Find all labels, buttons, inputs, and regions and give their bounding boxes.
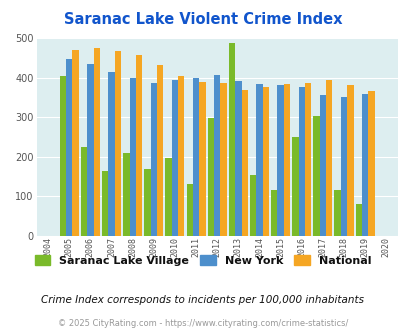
Bar <box>277 85 283 236</box>
Bar <box>199 82 205 236</box>
Bar <box>123 153 129 236</box>
Bar <box>313 115 319 236</box>
Bar <box>234 81 241 236</box>
Bar <box>346 85 353 236</box>
Legend: Saranac Lake Village, New York, National: Saranac Lake Village, New York, National <box>35 255 370 266</box>
Bar <box>102 171 108 236</box>
Bar <box>355 204 361 236</box>
Bar <box>325 80 332 236</box>
Bar <box>108 72 115 236</box>
Bar <box>81 147 87 236</box>
Bar <box>87 64 94 236</box>
Bar <box>192 78 199 236</box>
Bar <box>157 65 163 236</box>
Bar <box>262 87 269 236</box>
Bar <box>256 84 262 236</box>
Text: Crime Index corresponds to incidents per 100,000 inhabitants: Crime Index corresponds to incidents per… <box>41 295 364 305</box>
Bar <box>72 50 79 236</box>
Bar <box>186 184 192 236</box>
Bar <box>241 90 247 236</box>
Bar <box>115 50 121 236</box>
Bar <box>136 55 142 236</box>
Text: © 2025 CityRating.com - https://www.cityrating.com/crime-statistics/: © 2025 CityRating.com - https://www.city… <box>58 319 347 328</box>
Bar <box>228 43 234 236</box>
Bar <box>304 83 311 236</box>
Bar <box>178 76 184 236</box>
Bar <box>292 137 298 236</box>
Bar <box>213 75 220 236</box>
Bar <box>340 97 346 236</box>
Bar <box>319 95 325 236</box>
Bar <box>220 83 226 236</box>
Bar <box>283 84 290 236</box>
Bar <box>144 169 150 236</box>
Text: Saranac Lake Violent Crime Index: Saranac Lake Violent Crime Index <box>64 12 341 26</box>
Bar <box>60 76 66 236</box>
Bar <box>129 78 136 236</box>
Bar <box>171 80 178 236</box>
Bar <box>367 91 374 236</box>
Bar <box>150 83 157 236</box>
Bar <box>249 175 256 236</box>
Bar <box>361 94 367 236</box>
Bar <box>298 87 304 236</box>
Bar <box>165 158 171 236</box>
Bar <box>94 48 100 236</box>
Bar <box>334 190 340 236</box>
Bar <box>207 118 213 236</box>
Bar <box>66 59 72 236</box>
Bar <box>271 190 277 236</box>
